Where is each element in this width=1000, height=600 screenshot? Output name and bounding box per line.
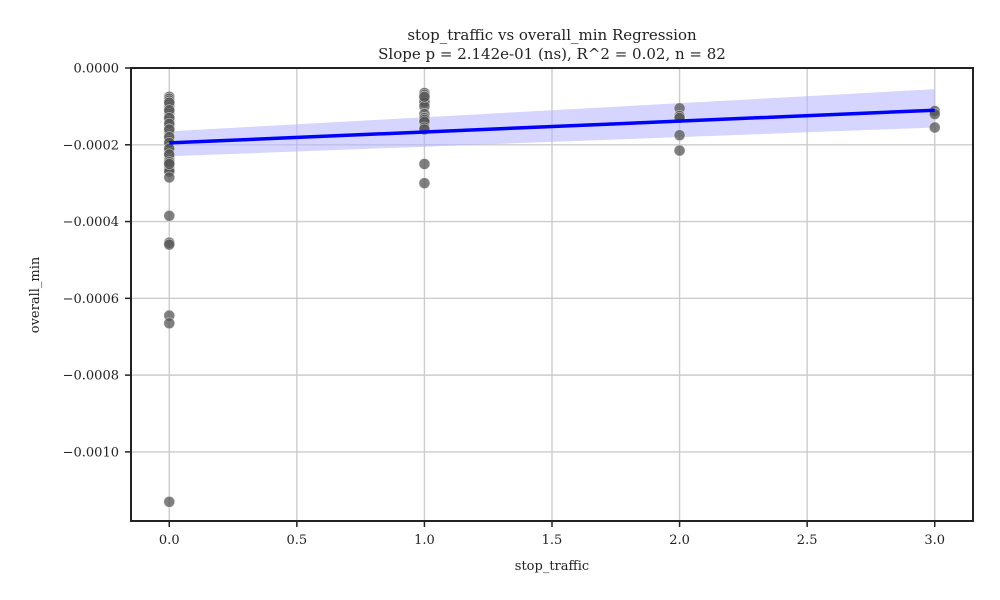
data-point (418, 90, 431, 103)
x-tick-label: 3.0 (924, 533, 945, 548)
data-point (418, 177, 431, 189)
data-point (418, 158, 431, 170)
data-point (673, 129, 686, 141)
axis-ticks: 0.0 0.5 1.0 1.5 2.0 2.5 3.0 0.0000 −0.0002 −0.000… (63, 62, 945, 549)
chart-subtitle: Slope p = 2.142e-01 (ns), R^2 = 0.02, n … (378, 45, 726, 63)
x-axis-label: stop_traffic (515, 559, 589, 574)
y-tick-label: −0.0006 (63, 292, 119, 307)
data-point (163, 317, 176, 330)
data-point (928, 121, 941, 134)
data-point (163, 496, 176, 508)
x-tick-label: 2.5 (797, 533, 818, 548)
data-point (163, 210, 176, 222)
y-axis-label: overall_min (28, 256, 43, 333)
x-tick-label: 1.5 (542, 533, 563, 548)
confidence-band-layer (169, 89, 935, 157)
data-point (163, 238, 176, 251)
y-tick-label: 0.0000 (74, 62, 120, 77)
scatter-points (163, 87, 941, 508)
y-tick-label: −0.0010 (63, 445, 119, 460)
confidence-band (169, 89, 935, 157)
data-point (163, 158, 176, 170)
x-tick-label: 2.0 (669, 533, 690, 548)
x-tick-label: 0.5 (287, 533, 308, 548)
data-point (163, 171, 176, 184)
regression-line-layer (169, 108, 935, 145)
regression-line (169, 108, 935, 145)
y-tick-label: −0.0002 (63, 138, 119, 153)
y-tick-label: −0.0008 (63, 369, 119, 384)
data-point (673, 144, 686, 157)
grid (131, 67, 973, 521)
x-tick-label: 0.0 (159, 533, 180, 548)
y-tick-label: −0.0004 (63, 215, 119, 230)
chart-title: stop_traffic vs overall_min Regression (407, 26, 697, 44)
x-tick-label: 1.0 (414, 533, 435, 548)
